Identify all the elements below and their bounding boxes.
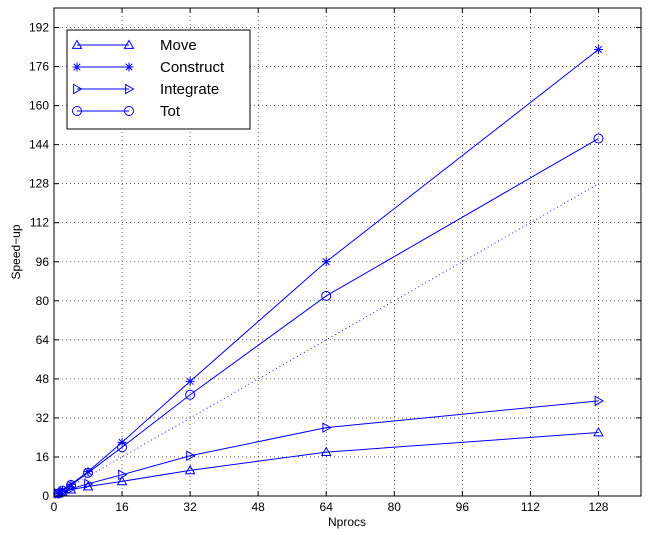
series-tot [53,133,604,499]
data-point-move [116,475,128,486]
data-point-construct [593,44,603,54]
data-point-move [320,446,332,456]
legend-box [66,29,251,130]
y-tick-label: 144 [29,138,49,152]
y-axis-label: Speed−up [9,224,23,279]
data-point-construct [321,257,331,267]
y-tick-label: 160 [29,99,49,113]
x-tick-label: 32 [183,500,197,514]
reference-line-layer [53,183,599,497]
data-point-tot [66,480,77,491]
legend-label-move: Move [160,37,197,54]
y-tick-label: 176 [29,60,49,74]
data-point-tot [321,290,332,301]
y-tick-label: 16 [36,450,50,464]
x-tick-label: 128 [588,500,608,514]
x-tick-label: 96 [456,500,470,514]
y-tick-label: 112 [30,216,49,230]
y-tick-label: 64 [36,333,50,347]
series-integrate [54,395,604,499]
data-point-tot [57,485,68,496]
y-tick-label: 0 [42,489,49,503]
legend: Move Construct Integrate Tot [66,29,251,130]
legend-marker-tot [72,106,82,116]
data-point-integrate [594,395,604,407]
asterisk-stroke [186,377,194,385]
y-tick-label: 192 [29,21,49,35]
data-point-integrate [118,469,128,481]
legend-marker-move [123,39,135,49]
legend-marker-integrate [125,83,135,95]
asterisk-stroke [73,63,81,71]
series-line-tot [57,138,599,494]
data-point-integrate [186,450,196,462]
x-tick-label: 0 [51,500,58,514]
ideal-speedup-line [53,183,599,497]
y-tick-label: 80 [36,294,50,308]
data-point-move [184,464,196,475]
y-tick-label: 48 [36,372,50,386]
legend-marker-construct [124,62,134,72]
data-point-move [82,480,94,491]
legend-marker-integrate [73,83,83,95]
legend-label-construct: Construct [160,59,225,76]
legend-marker-construct [72,62,82,72]
data-point-tot [185,389,196,400]
x-tick-label: 80 [388,500,402,514]
plot-frame [53,7,642,497]
y-tick-label: 128 [29,177,49,191]
data-point-tot [593,133,604,144]
asterisk-stroke [594,45,603,54]
y-tick-label: 96 [36,255,50,269]
legend-label-integrate: Integrate [160,81,219,98]
x-tick-label: 16 [115,500,129,514]
axis-ticks: 0 16 32 48 64 80 96 112 128 0 16 32 48 64 80 96 112 128 14… [29,8,641,514]
series-layer [52,44,604,499]
data-point-integrate [84,478,94,490]
x-tick-label: 48 [251,500,265,514]
data-point-move [593,427,604,437]
data-point-integrate [322,422,332,434]
asterisk-stroke [322,258,330,266]
data-point-tot [117,442,128,453]
grid [54,8,641,496]
x-tick-label: 112 [521,500,540,514]
legend-marker-move [71,39,83,49]
asterisk-stroke [125,63,133,71]
legend-marker-tot [124,106,134,116]
legend-label-tot: Tot [160,103,181,120]
y-tick-label: 32 [36,411,50,425]
x-tick-label: 64 [320,500,334,514]
x-axis-label: Nprocs [328,515,366,529]
data-point-construct [185,376,195,386]
series-line-integrate [58,400,599,495]
data-point-tot [83,467,94,478]
